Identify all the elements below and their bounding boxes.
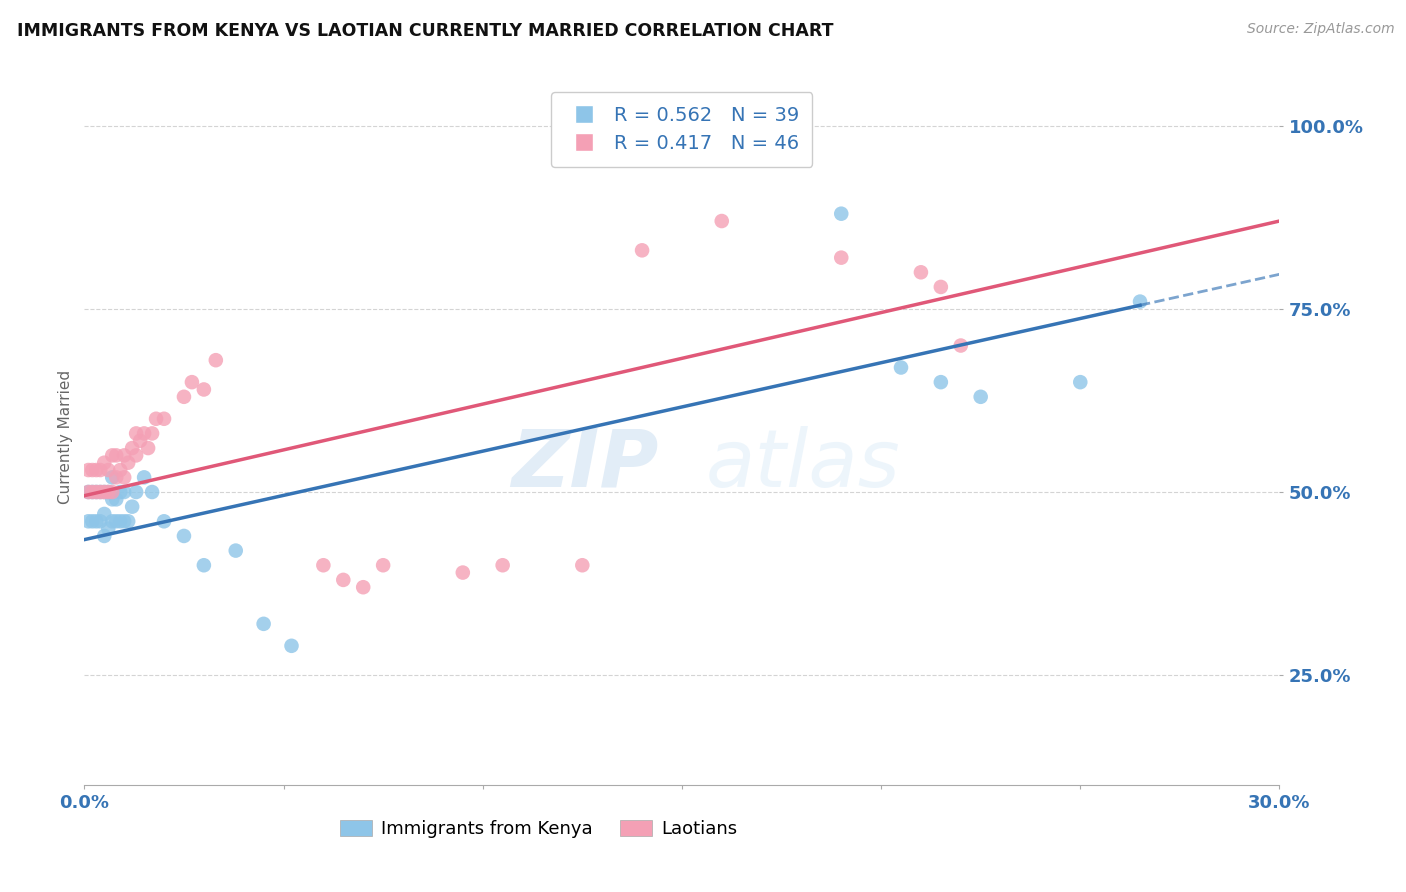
Point <box>125 426 148 441</box>
Point <box>253 616 276 631</box>
Point <box>93 529 115 543</box>
Point <box>451 566 474 580</box>
Point <box>101 485 124 500</box>
Point <box>101 514 124 528</box>
Point <box>77 485 100 500</box>
Point <box>125 485 148 500</box>
Point <box>710 214 733 228</box>
Point <box>93 485 115 500</box>
Point <box>205 353 228 368</box>
Point <box>105 470 128 484</box>
Text: ZIP: ZIP <box>510 425 658 504</box>
Point <box>82 485 104 500</box>
Point <box>970 390 993 404</box>
Point <box>193 558 215 573</box>
Point <box>117 514 139 528</box>
Point <box>112 514 135 528</box>
Point <box>101 449 124 463</box>
Point <box>89 485 111 500</box>
Point <box>830 251 852 265</box>
Point <box>105 514 128 528</box>
Point <box>173 390 195 404</box>
Point <box>225 543 247 558</box>
Point <box>145 411 167 425</box>
Point <box>101 470 124 484</box>
Point <box>93 456 115 470</box>
Point <box>82 485 104 500</box>
Point <box>110 463 132 477</box>
Point <box>121 441 143 455</box>
Point <box>141 426 163 441</box>
Point <box>492 558 515 573</box>
Point <box>86 463 108 477</box>
Point <box>82 463 104 477</box>
Point <box>110 514 132 528</box>
Point <box>105 449 128 463</box>
Point <box>112 485 135 500</box>
Point <box>121 500 143 514</box>
Y-axis label: Currently Married: Currently Married <box>58 370 73 504</box>
Point <box>929 280 952 294</box>
Point <box>77 514 100 528</box>
Point <box>101 492 124 507</box>
Point <box>89 514 111 528</box>
Text: IMMIGRANTS FROM KENYA VS LAOTIAN CURRENTLY MARRIED CORRELATION CHART: IMMIGRANTS FROM KENYA VS LAOTIAN CURRENT… <box>17 22 834 40</box>
Point <box>332 573 354 587</box>
Legend: Immigrants from Kenya, Laotians: Immigrants from Kenya, Laotians <box>332 813 745 846</box>
Text: Source: ZipAtlas.com: Source: ZipAtlas.com <box>1247 22 1395 37</box>
Point <box>1129 294 1152 309</box>
Point <box>136 441 159 455</box>
Text: atlas: atlas <box>706 425 901 504</box>
Point <box>1069 375 1091 389</box>
Point <box>86 485 108 500</box>
Point <box>77 463 100 477</box>
Point <box>830 207 852 221</box>
Point <box>97 485 120 500</box>
Point <box>312 558 335 573</box>
Point <box>93 485 115 500</box>
Point <box>193 383 215 397</box>
Point <box>132 426 156 441</box>
Point <box>93 507 115 521</box>
Point <box>910 265 932 279</box>
Point <box>352 580 374 594</box>
Point <box>112 470 135 484</box>
Point <box>173 529 195 543</box>
Point <box>105 492 128 507</box>
Point <box>571 558 593 573</box>
Point <box>949 338 972 352</box>
Point <box>112 449 135 463</box>
Point <box>89 463 111 477</box>
Point <box>373 558 395 573</box>
Point <box>153 411 176 425</box>
Point <box>181 375 204 389</box>
Point <box>86 485 108 500</box>
Point <box>132 470 156 484</box>
Point <box>97 522 120 536</box>
Point <box>280 639 302 653</box>
Point <box>929 375 952 389</box>
Point <box>129 434 152 448</box>
Point <box>153 514 176 528</box>
Point <box>86 514 108 528</box>
Point <box>890 360 912 375</box>
Point <box>89 485 111 500</box>
Point <box>141 485 163 500</box>
Point <box>117 456 139 470</box>
Point <box>110 485 132 500</box>
Point <box>77 485 100 500</box>
Point <box>97 463 120 477</box>
Point <box>97 485 120 500</box>
Point <box>631 244 654 258</box>
Point <box>82 514 104 528</box>
Point <box>125 449 148 463</box>
